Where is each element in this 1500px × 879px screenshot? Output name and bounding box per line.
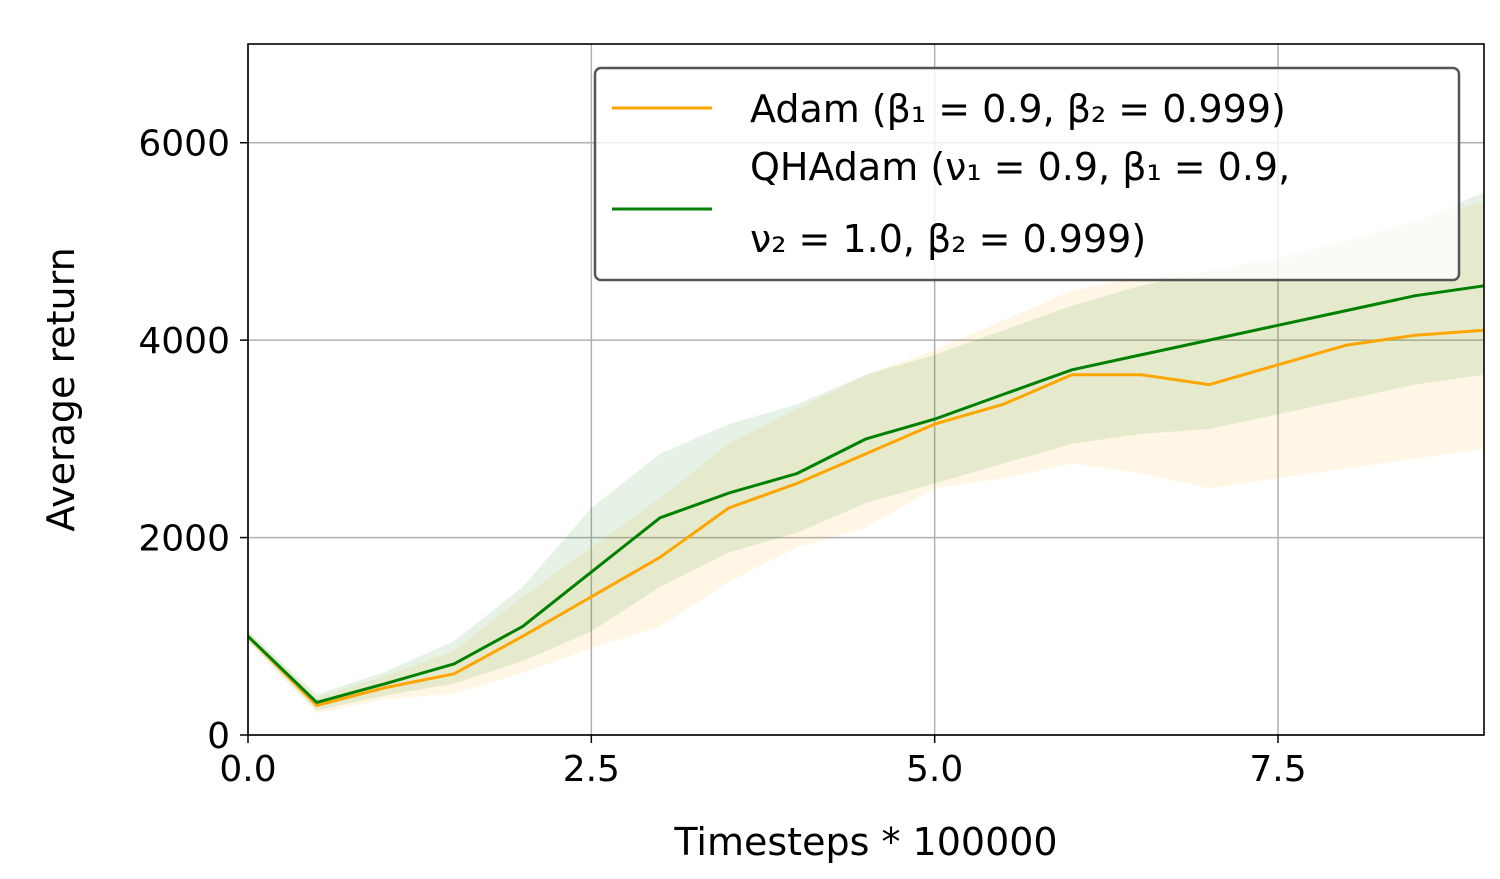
y-axis-label: Average return [39, 247, 83, 531]
x-tick-label: 5.0 [906, 749, 963, 790]
y-tick-label: 6000 [138, 124, 230, 165]
x-tick-label: 7.5 [1249, 749, 1306, 790]
y-tick-label: 2000 [138, 519, 230, 560]
x-axis-label: Timesteps * 100000 [673, 820, 1057, 864]
legend: Adam (β₁ = 0.9, β₂ = 0.999) QHAdam (ν₁ = … [595, 68, 1459, 280]
legend-label-1: ν₂ = 1.0, β₂ = 0.999) [750, 217, 1146, 261]
y-tick-label: 0 [207, 716, 230, 757]
x-tick-label: 2.5 [563, 749, 620, 790]
y-tick-label: 4000 [138, 321, 230, 362]
legend-label-1: QHAdam (ν₁ = 0.9, β₁ = 0.9, [750, 145, 1290, 189]
legend-label-0: Adam (β₁ = 0.9, β₂ = 0.999) [750, 87, 1286, 131]
